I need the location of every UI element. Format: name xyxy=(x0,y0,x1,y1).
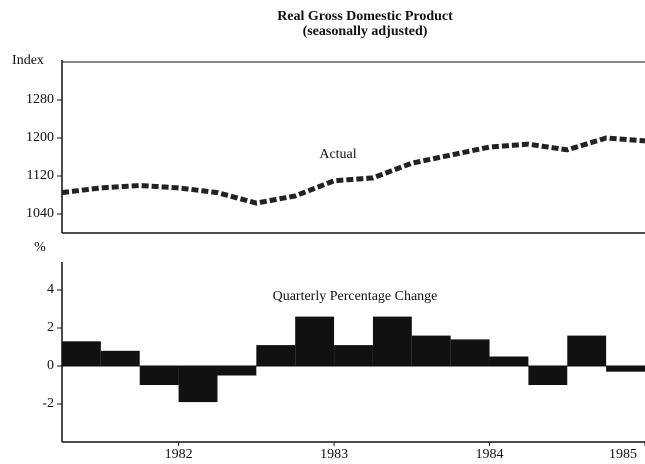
y-tick-label: 1200 xyxy=(26,130,54,145)
bar xyxy=(139,366,179,385)
y-tick-label: 2 xyxy=(47,320,54,335)
x-tick-label: 1983 xyxy=(320,447,348,462)
bar xyxy=(295,316,335,366)
bar xyxy=(62,341,101,366)
bar xyxy=(606,366,645,372)
bar xyxy=(450,339,490,366)
y-tick-label: 1280 xyxy=(26,92,54,107)
annotation: Actual xyxy=(319,147,356,162)
bar xyxy=(372,316,412,366)
annotation: Quarterly Percentage Change xyxy=(273,289,438,304)
x-tick-label: 1985 xyxy=(609,447,637,462)
y-tick-label: -2 xyxy=(42,396,54,411)
chart-subtitle: (seasonally adjusted) xyxy=(303,24,428,39)
y-tick-label: 1120 xyxy=(27,168,54,183)
chart-title: Real Gross Domestic Product xyxy=(277,9,453,24)
bar xyxy=(178,366,218,403)
x-tick-label: 1982 xyxy=(165,447,193,462)
y-tick-label: 4 xyxy=(47,282,54,297)
bar xyxy=(528,366,568,385)
y-axis-label: Index xyxy=(12,53,44,68)
y-tick-label: 0 xyxy=(47,358,54,373)
y-axis-label: % xyxy=(34,240,46,255)
data-line xyxy=(61,135,645,206)
bar xyxy=(100,350,140,366)
bar xyxy=(411,335,451,366)
bar xyxy=(256,345,296,366)
bar xyxy=(334,345,373,366)
bar xyxy=(217,366,257,376)
bar xyxy=(567,335,607,366)
y-tick-label: 1040 xyxy=(26,206,54,221)
bar xyxy=(489,356,529,366)
x-tick-label: 1984 xyxy=(476,447,504,462)
